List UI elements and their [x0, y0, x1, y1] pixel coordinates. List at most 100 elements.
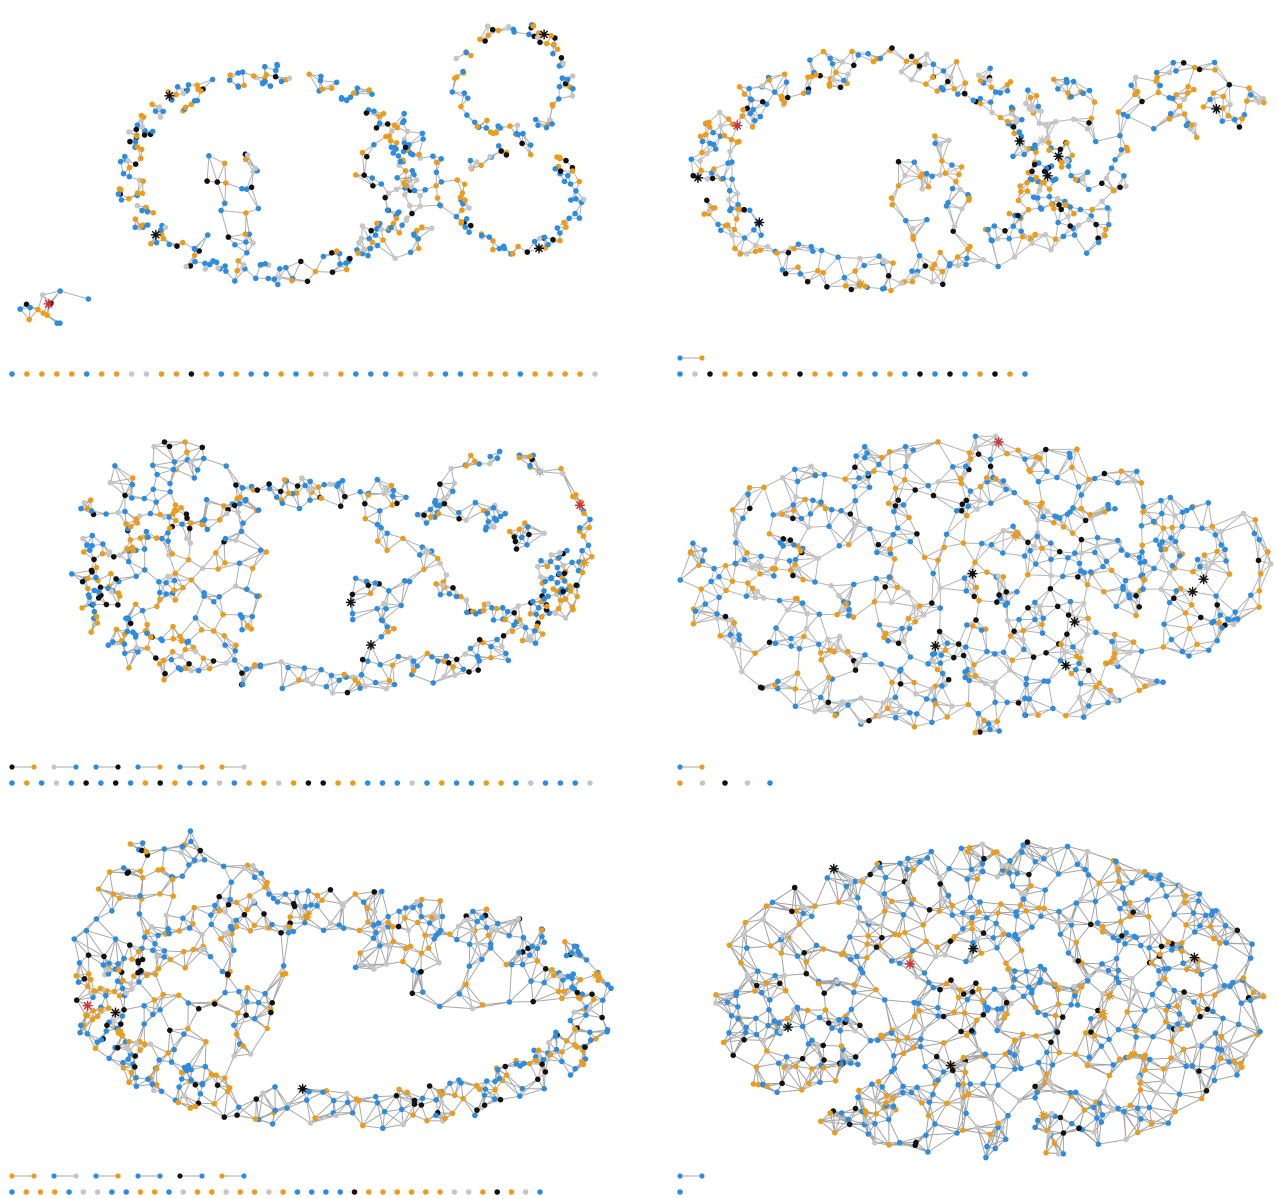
isolated-node	[138, 1189, 144, 1195]
node	[933, 954, 939, 960]
node	[355, 85, 361, 91]
node	[1105, 205, 1111, 211]
node	[981, 257, 987, 263]
node	[504, 152, 510, 158]
node	[863, 1108, 869, 1114]
isolated-node	[380, 780, 386, 786]
node	[211, 628, 217, 634]
node	[173, 518, 179, 524]
node	[1163, 893, 1169, 899]
isolated-node	[509, 1189, 515, 1195]
node	[1110, 1107, 1116, 1113]
node	[134, 133, 140, 139]
node	[962, 669, 968, 675]
node	[239, 615, 245, 621]
node	[857, 1023, 863, 1029]
isolated-node	[219, 371, 225, 377]
node	[541, 1086, 547, 1092]
hub-star	[575, 500, 585, 510]
node	[844, 884, 850, 890]
node	[925, 855, 931, 861]
node	[360, 657, 366, 663]
node	[1004, 589, 1010, 595]
node	[969, 667, 975, 673]
node	[296, 677, 302, 683]
node	[944, 714, 950, 720]
node	[700, 558, 706, 564]
node	[158, 636, 164, 642]
node	[528, 978, 534, 984]
node	[525, 524, 531, 530]
node	[844, 1017, 850, 1023]
node	[778, 1029, 784, 1035]
node	[430, 153, 436, 159]
node	[908, 539, 914, 545]
node	[262, 64, 268, 70]
component-node	[115, 764, 120, 769]
node	[860, 879, 866, 885]
node	[501, 633, 507, 639]
node	[1126, 592, 1132, 598]
node	[44, 312, 50, 318]
node	[1041, 678, 1047, 684]
node	[604, 1029, 610, 1035]
node	[941, 545, 947, 551]
hub-star	[754, 562, 764, 572]
node	[572, 211, 578, 217]
node	[966, 196, 972, 202]
node	[564, 1038, 570, 1044]
node	[1167, 570, 1173, 576]
node	[800, 1024, 806, 1030]
node	[162, 439, 168, 445]
node	[852, 484, 858, 490]
node	[227, 897, 233, 903]
node	[1123, 183, 1129, 189]
isolated-node	[677, 1189, 683, 1195]
node	[980, 1081, 986, 1087]
node	[1025, 87, 1031, 93]
node	[1052, 1140, 1058, 1146]
node	[750, 124, 756, 130]
node	[239, 186, 245, 192]
node	[941, 1040, 947, 1046]
node	[134, 1084, 140, 1090]
node	[497, 449, 503, 455]
node	[153, 972, 159, 978]
node	[721, 176, 727, 182]
node	[1147, 1105, 1153, 1111]
node	[727, 942, 733, 948]
node	[1179, 940, 1185, 946]
node	[1018, 890, 1024, 896]
node	[742, 557, 748, 563]
node	[256, 206, 262, 212]
node	[468, 165, 474, 171]
node	[94, 614, 100, 620]
node	[435, 658, 441, 664]
node	[1066, 612, 1072, 618]
node	[563, 158, 569, 164]
node	[912, 487, 918, 493]
node	[806, 524, 812, 530]
node	[546, 1040, 552, 1046]
node	[431, 936, 437, 942]
node	[90, 1017, 96, 1023]
node	[418, 969, 424, 975]
node	[968, 958, 974, 964]
node	[1140, 911, 1146, 917]
node	[848, 879, 854, 885]
node	[800, 577, 806, 583]
node	[707, 208, 713, 214]
node	[1139, 523, 1145, 529]
node	[911, 897, 917, 903]
node	[379, 889, 385, 895]
node	[1137, 555, 1143, 561]
node	[1047, 1131, 1053, 1137]
node	[929, 600, 935, 606]
node	[730, 507, 736, 513]
node	[1222, 547, 1228, 553]
node	[759, 990, 765, 996]
node	[353, 891, 359, 897]
node	[1252, 531, 1258, 537]
node	[148, 511, 154, 517]
node	[872, 1140, 878, 1146]
